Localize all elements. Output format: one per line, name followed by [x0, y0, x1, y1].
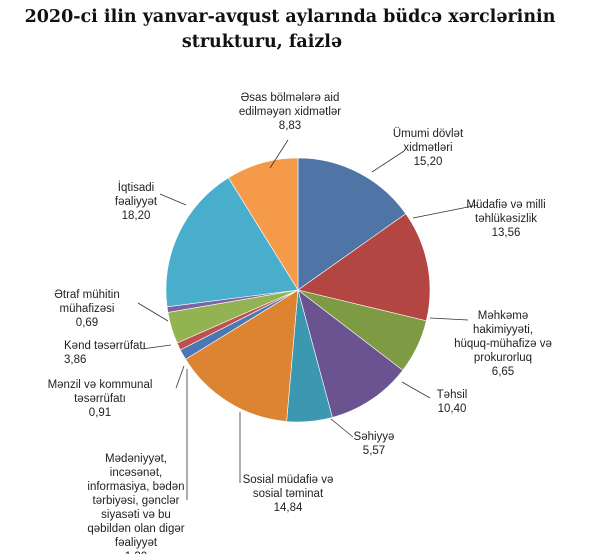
pie-slice: [228, 157, 299, 292]
slice-label-line: təhlükəsizlik: [475, 213, 537, 225]
slice-label-line: Ətraf mühitin: [54, 289, 120, 301]
chart-title-line-1: 2020-ci ilin yanvar-avqust aylarında büd…: [25, 7, 556, 27]
slice-label-line: Ümumi dövlət: [393, 128, 464, 140]
slice-label-line: qəbildən olan digər: [87, 523, 184, 535]
slice-label: Ümumi dövlət xidmətləri 15,20: [393, 128, 464, 168]
slice-label-line: mühafizəsi: [60, 303, 115, 315]
slice-label-line: fəaliyyət: [115, 196, 158, 208]
slice-label: Səhiyyə 5,57: [354, 431, 395, 457]
pie-slices: [165, 157, 431, 423]
slice-label: Sosial müdafiə və sosial təminat 14,84: [243, 474, 334, 514]
leader-line: [330, 418, 354, 438]
slice-label-line: Təhsil: [437, 389, 468, 401]
slice-label: Mənzil və kommunal təsərrüfatı 0,91: [48, 379, 153, 419]
slice-label-line: tərbiyəsi, gənclər: [93, 495, 180, 507]
slice-label-line: incəsənət,: [110, 467, 162, 479]
slice-label-line: siyasəti və bu: [101, 509, 171, 521]
slice-label-line: hakimiyyəti,: [473, 324, 533, 336]
leader-line: [175, 365, 185, 389]
slice-label-line: Sosial müdafiə və: [243, 474, 334, 486]
slice-value: 14,84: [274, 502, 303, 514]
chart-title-line-2: strukturu, faizlə: [182, 32, 342, 52]
slice-label-line: informasiya, bədən: [87, 481, 184, 493]
slice-label: Ətraf mühitin mühafizəsi 0,69: [54, 289, 120, 329]
slice-value: 15,20: [414, 156, 443, 168]
slice-label-line: hüquq-mühafizə və: [454, 338, 552, 350]
slice-value: 6,65: [492, 366, 514, 378]
slice-label-line: Əsas bölmələrə aid: [241, 92, 340, 104]
slice-label-line: Kənd təsərrüfatı: [64, 340, 146, 352]
leader-line: [137, 302, 169, 322]
slice-label-line: xidmətləri: [403, 142, 452, 154]
leader-line: [401, 381, 431, 399]
slice-label: Mədəniyyət, incəsənət, informasiya, bədən t…: [87, 453, 184, 554]
slice-label-line: Səhiyyə: [354, 431, 395, 443]
pie-slice: [185, 289, 299, 422]
leader-line: [141, 344, 172, 350]
slice-label-line: təsərrüfatı: [74, 393, 126, 405]
slice-value: 8,83: [279, 120, 301, 132]
slice-label: Təhsil 10,40: [437, 389, 468, 415]
slice-value: 3,86: [64, 354, 86, 366]
slice-label-line: Mənzil və kommunal: [48, 379, 153, 391]
leader-line: [412, 204, 479, 219]
slice-value: 0,69: [76, 317, 98, 329]
slice-label-line: Müdafiə və milli: [466, 199, 545, 211]
pie-slice: [297, 289, 404, 418]
slice-value: 13,56: [492, 227, 521, 239]
slice-label: Müdafiə və milli təhlükəsizlik 13,56: [466, 199, 545, 239]
slice-labels: Ümumi dövlət xidmətləri 15,20 Müdafiə və mi…: [48, 92, 552, 554]
slice-value: 5,57: [363, 445, 385, 457]
slice-label-line: edilməyən xidmətlər: [239, 106, 341, 118]
pie-slice: [297, 157, 407, 291]
slice-label-line: İqtisadi: [118, 181, 154, 194]
slice-value: 10,40: [438, 403, 467, 415]
slice-value: 1,30: [125, 551, 147, 554]
pie-slice: [165, 177, 299, 308]
slice-label-line: Məhkəmə: [478, 310, 529, 322]
slice-label: Kənd təsərrüfatı 3,86: [64, 340, 146, 366]
slice-label-line: Mədəniyyət,: [105, 453, 167, 465]
slice-label-line: prokurorluq: [474, 352, 532, 364]
leader-lines: [137, 139, 479, 500]
slice-label-line: sosial təminat: [253, 488, 324, 500]
slice-value: 18,20: [122, 210, 151, 222]
slice-label: Məhkəmə hakimiyyəti, hüquq-mühafizə və prok…: [454, 310, 552, 378]
slice-value: 0,91: [89, 407, 111, 419]
slice-label-line: fəaliyyət: [115, 537, 158, 549]
leader-line: [429, 317, 469, 321]
slice-label: İqtisadi fəaliyyət 18,20: [115, 181, 158, 222]
leader-line: [159, 193, 187, 206]
slice-label: Əsas bölmələrə aid edilməyən xidmətlər 8,8…: [239, 92, 341, 132]
leader-line: [269, 139, 289, 169]
pie-slice: [297, 213, 431, 322]
leader-line: [371, 150, 405, 173]
